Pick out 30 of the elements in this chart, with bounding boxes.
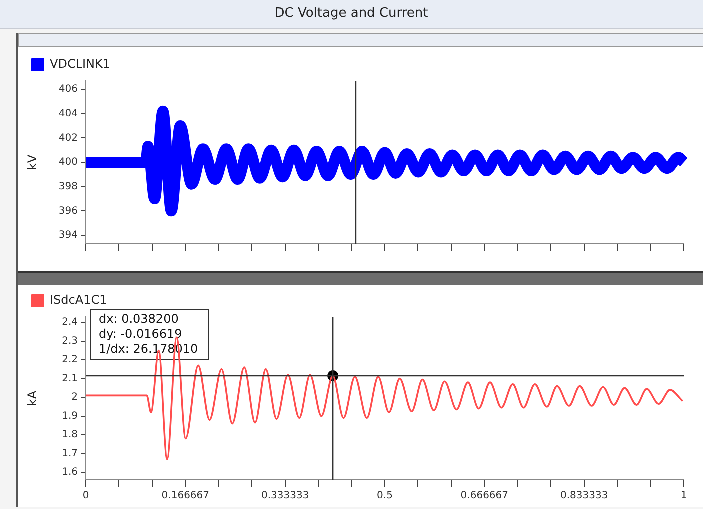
y-tick-label: 2.2 — [62, 354, 78, 366]
y-tick-label: 394 — [58, 230, 78, 242]
y-axis-title: kA — [25, 390, 40, 406]
x-tick-label: 0.166667 — [162, 490, 210, 502]
y-tick-label: 402 — [58, 132, 78, 144]
y-tick-label: 396 — [58, 206, 78, 217]
x-tick-label: 0.833333 — [560, 490, 608, 502]
y-tick-label: 2.4 — [62, 317, 78, 328]
y-tick-label: 2 — [72, 392, 78, 404]
y-tick-label: 1.9 — [62, 410, 78, 422]
x-tick-label: 0.5 — [377, 490, 393, 502]
y-tick-label: 2.3 — [62, 336, 78, 347]
y-tick-label: 404 — [58, 108, 78, 120]
x-tick-label: 1 — [680, 490, 688, 502]
annotation: dy: -0.016619 — [99, 327, 184, 342]
y-tick-label: 1.8 — [62, 430, 78, 441]
annotation: dx: 0.038200 — [99, 312, 180, 327]
y-tick-label: 2.1 — [62, 373, 78, 384]
x-tick-label: 0.333333 — [261, 490, 310, 502]
y-tick-label: 398 — [58, 181, 78, 192]
y-axis-title: kV — [25, 154, 40, 170]
x-tick-label: 0 — [82, 490, 90, 502]
y-tick-label: 400 — [58, 157, 78, 168]
x-tick-label: 0.666667 — [460, 490, 509, 502]
y-tick-label: 406 — [58, 84, 78, 96]
legend-label: VDCLINK1 — [50, 57, 111, 72]
legend-label: ISdcA1C1 — [50, 293, 108, 308]
y-tick-label: 1.7 — [62, 448, 78, 460]
y-tick-label: 1.6 — [62, 467, 78, 478]
chart-title: DC Voltage and Current — [274, 6, 428, 21]
